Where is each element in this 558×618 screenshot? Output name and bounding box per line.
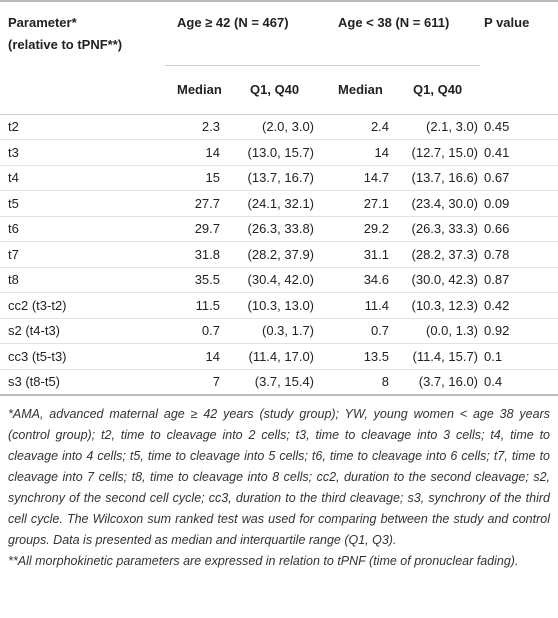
table-cell: 2.4 <box>320 114 396 140</box>
table-cell: 0.1 <box>480 343 558 370</box>
table-cell: (30.4, 42.0) <box>228 267 321 293</box>
table-cell: 0.78 <box>480 241 558 268</box>
table-cell: 14.7 <box>320 165 396 191</box>
table-cell: t6 <box>0 216 165 242</box>
table-cell: (0.3, 1.7) <box>228 318 321 344</box>
table-cell: t2 <box>0 114 165 140</box>
table-cell: t8 <box>0 267 165 293</box>
data-table: Parameter* (relative to tPNF**) Age ≥ 42 … <box>0 0 558 396</box>
table-cell: (26.3, 33.3) <box>395 216 481 242</box>
table-row: s2 (t4-t3) 0.7 (0.3, 1.7) 0.7 (0.0, 1.3) 0.92 <box>0 318 558 344</box>
table-cell: 13.5 <box>320 343 396 370</box>
header-text: Parameter* <box>8 15 77 30</box>
table-cell: (0.0, 1.3) <box>395 318 481 344</box>
table-cell: (11.4, 15.7) <box>395 343 481 370</box>
table-row: t2 2.3 (2.0, 3.0) 2.4 (2.1, 3.0) 0.45 <box>0 114 558 140</box>
table-cell: 0.66 <box>480 216 558 242</box>
table-cell: s3 (t8-t5) <box>0 369 165 396</box>
table-row: t4 15 (13.7, 16.7) 14.7 (13.7, 16.6) 0.67 <box>0 165 558 191</box>
param-header: Parameter* (relative to tPNF**) <box>0 1 165 65</box>
table-cell: 31.8 <box>165 241 228 268</box>
subheader: Q1, Q40 <box>228 65 321 115</box>
table-cell: 0.42 <box>480 292 558 319</box>
subheader: Median <box>165 65 228 115</box>
table-row: cc3 (t5-t3) 14 (11.4, 17.0) 13.5 (11.4, 15.7… <box>0 343 558 370</box>
table-cell: (23.4, 30.0) <box>395 190 481 217</box>
table-cell: 2.3 <box>165 114 228 140</box>
table-cell: 27.1 <box>320 190 396 217</box>
table-cell: t7 <box>0 241 165 268</box>
table-cell: 11.5 <box>165 292 228 319</box>
table-cell: 0.4 <box>480 369 558 396</box>
table-cell: (13.7, 16.6) <box>395 165 481 191</box>
table-cell: (2.0, 3.0) <box>228 114 321 140</box>
table-cell: (10.3, 13.0) <box>228 292 321 319</box>
table-cell: (13.0, 15.7) <box>228 139 321 166</box>
table-cell: 0.67 <box>480 165 558 191</box>
table-cell: 29.7 <box>165 216 228 242</box>
group-header: Age ≥ 42 (N = 467) <box>165 1 321 66</box>
table-cell: 34.6 <box>320 267 396 293</box>
table-cell: 11.4 <box>320 292 396 319</box>
table-cell: 0.7 <box>320 318 396 344</box>
footnote: *AMA, advanced maternal age ≥ 42 years (… <box>8 407 550 547</box>
subheader: Q1, Q40 <box>395 65 481 115</box>
table-cell: 14 <box>165 343 228 370</box>
table-cell: (28.2, 37.9) <box>228 241 321 268</box>
table-cell: cc2 (t3-t2) <box>0 292 165 319</box>
table-row: t6 29.7 (26.3, 33.8) 29.2 (26.3, 33.3) 0.66 <box>0 216 558 242</box>
table-cell: (2.1, 3.0) <box>395 114 481 140</box>
table-cell: t4 <box>0 165 165 191</box>
table-cell: 0.09 <box>480 190 558 217</box>
table-cell: (12.7, 15.0) <box>395 139 481 166</box>
table-row: cc2 (t3-t2) 11.5 (10.3, 13.0) 11.4 (10.3, 12… <box>0 292 558 319</box>
table-cell: 27.7 <box>165 190 228 217</box>
table-cell: 0.45 <box>480 114 558 140</box>
table-row: s3 (t8-t5) 7 (3.7, 15.4) 8 (3.7, 16.0) 0.4 <box>0 369 558 396</box>
table-cell: (10.3, 12.3) <box>395 292 481 319</box>
table-cell: t5 <box>0 190 165 217</box>
table-cell: 31.1 <box>320 241 396 268</box>
table-cell: (24.1, 32.1) <box>228 190 321 217</box>
subheader: Median <box>320 65 396 115</box>
table-cell: 15 <box>165 165 228 191</box>
table-cell: 29.2 <box>320 216 396 242</box>
table-cell: (3.7, 16.0) <box>395 369 481 396</box>
table-row: t8 35.5 (30.4, 42.0) 34.6 (30.0, 42.3) 0.87 <box>0 267 558 293</box>
table-cell: (3.7, 15.4) <box>228 369 321 396</box>
table-row: t3 14 (13.0, 15.7) 14 (12.7, 15.0) 0.41 <box>0 139 558 166</box>
table-cell: 35.5 <box>165 267 228 293</box>
table-cell: 0.41 <box>480 139 558 166</box>
header-text: (relative to tPNF**) <box>8 37 123 52</box>
table-cell: (11.4, 17.0) <box>228 343 321 370</box>
table-cell: 8 <box>320 369 396 396</box>
table-cell: (26.3, 33.8) <box>228 216 321 242</box>
table-cell: 7 <box>165 369 228 396</box>
table-cell: t3 <box>0 139 165 166</box>
table-row: t7 31.8 (28.2, 37.9) 31.1 (28.2, 37.3) 0.78 <box>0 241 558 268</box>
footnote: **All morphokinetic parameters are expre… <box>8 554 519 568</box>
group-header: Age < 38 (N = 611) <box>320 1 481 66</box>
table-cell: (28.2, 37.3) <box>395 241 481 268</box>
footnotes: *AMA, advanced maternal age ≥ 42 years (… <box>0 396 558 572</box>
table-cell: cc3 (t5-t3) <box>0 343 165 370</box>
table-cell: 14 <box>165 139 228 166</box>
p-header: P value <box>484 15 530 30</box>
table-cell: 0.92 <box>480 318 558 344</box>
table-cell: (30.0, 42.3) <box>395 267 481 293</box>
table-cell: 14 <box>320 139 396 166</box>
table-row: t5 27.7 (24.1, 32.1) 27.1 (23.4, 30.0) 0.09 <box>0 190 558 217</box>
table-cell: 0.7 <box>165 318 228 344</box>
table-cell: s2 (t4-t3) <box>0 318 165 344</box>
table-cell: (13.7, 16.7) <box>228 165 321 191</box>
table-cell: 0.87 <box>480 267 558 293</box>
